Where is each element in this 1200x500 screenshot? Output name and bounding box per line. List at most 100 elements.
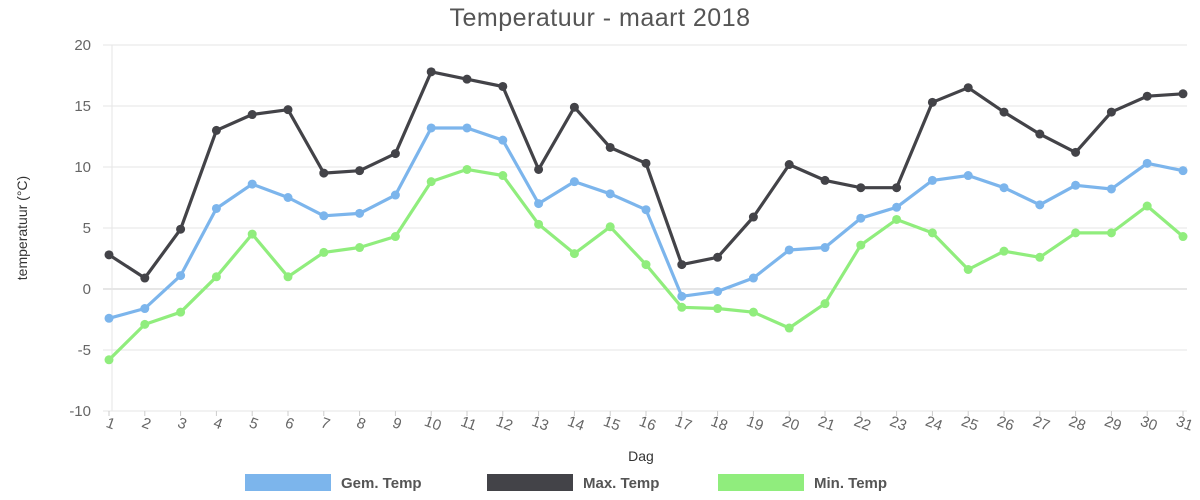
data-point[interactable] (856, 213, 866, 223)
legend-item[interactable]: Min. Temp (718, 474, 887, 492)
data-point[interactable] (211, 203, 221, 213)
data-point[interactable] (319, 247, 329, 257)
data-point[interactable] (426, 67, 436, 77)
data-point[interactable] (820, 175, 830, 185)
x-tick-label: 30 (1138, 413, 1159, 435)
data-point[interactable] (247, 179, 257, 189)
data-point[interactable] (1142, 91, 1152, 101)
data-point[interactable] (927, 228, 937, 238)
data-point[interactable] (319, 211, 329, 221)
data-point[interactable] (283, 193, 293, 202)
data-point[interactable] (856, 183, 866, 193)
data-point[interactable] (713, 286, 723, 296)
data-point[interactable] (1178, 166, 1188, 176)
data-point[interactable] (140, 304, 150, 314)
data-point[interactable] (462, 123, 472, 133)
data-point[interactable] (1178, 89, 1188, 99)
data-point[interactable] (1035, 129, 1045, 139)
data-point[interactable] (784, 323, 794, 333)
data-point[interactable] (820, 243, 830, 253)
data-point[interactable] (140, 319, 150, 329)
data-point[interactable] (390, 190, 400, 200)
data-point[interactable] (1035, 200, 1045, 210)
data-point[interactable] (713, 304, 723, 314)
data-point[interactable] (176, 224, 186, 234)
data-point[interactable] (892, 183, 902, 193)
data-point[interactable] (390, 232, 400, 242)
data-point[interactable] (641, 205, 651, 215)
data-point[interactable] (534, 164, 544, 174)
data-point[interactable] (247, 229, 257, 239)
y-tick-label: 10 (74, 159, 91, 176)
data-point[interactable] (498, 135, 508, 145)
data-point[interactable] (963, 171, 973, 181)
data-point[interactable] (462, 74, 472, 84)
data-point[interactable] (211, 272, 221, 282)
data-point[interactable] (319, 168, 329, 178)
data-point[interactable] (892, 214, 902, 224)
data-point[interactable] (605, 189, 615, 199)
data-point[interactable] (748, 273, 758, 283)
data-point[interactable] (677, 291, 687, 301)
data-point[interactable] (677, 302, 687, 312)
data-point[interactable] (1071, 228, 1081, 238)
data-point[interactable] (1035, 252, 1045, 262)
data-point[interactable] (892, 202, 902, 212)
data-point[interactable] (1071, 180, 1081, 190)
data-point[interactable] (176, 271, 186, 281)
data-point[interactable] (355, 166, 365, 176)
data-point[interactable] (641, 260, 651, 270)
data-point[interactable] (247, 110, 257, 120)
data-point[interactable] (1178, 232, 1188, 242)
data-point[interactable] (1106, 184, 1116, 194)
data-point[interactable] (641, 158, 651, 168)
data-point[interactable] (1106, 107, 1116, 117)
data-point[interactable] (999, 107, 1009, 117)
data-point[interactable] (498, 81, 508, 91)
data-point[interactable] (1071, 147, 1081, 157)
data-point[interactable] (176, 307, 186, 317)
x-tick-label: 5 (247, 414, 261, 433)
data-point[interactable] (104, 313, 114, 323)
data-point[interactable] (534, 199, 544, 209)
data-point[interactable] (283, 105, 293, 115)
data-point[interactable] (856, 240, 866, 250)
data-point[interactable] (569, 102, 579, 112)
legend-item[interactable]: Max. Temp (487, 474, 659, 492)
data-point[interactable] (677, 260, 687, 270)
data-point[interactable] (1106, 228, 1116, 238)
data-point[interactable] (283, 272, 293, 282)
data-point[interactable] (104, 250, 114, 260)
data-point[interactable] (355, 243, 365, 253)
series-1 (104, 123, 1188, 323)
data-point[interactable] (784, 160, 794, 170)
legend-item[interactable]: Gem. Temp (245, 474, 422, 492)
data-point[interactable] (1142, 158, 1152, 168)
data-point[interactable] (820, 299, 830, 309)
data-point[interactable] (390, 149, 400, 159)
data-point[interactable] (426, 123, 436, 133)
data-point[interactable] (999, 183, 1009, 193)
data-point[interactable] (605, 222, 615, 232)
data-point[interactable] (462, 164, 472, 174)
data-point[interactable] (748, 307, 758, 317)
data-point[interactable] (498, 171, 508, 181)
data-point[interactable] (211, 125, 221, 135)
data-point[interactable] (104, 355, 114, 365)
data-point[interactable] (605, 142, 615, 152)
data-point[interactable] (963, 264, 973, 274)
data-point[interactable] (927, 175, 937, 185)
data-point[interactable] (999, 246, 1009, 256)
data-point[interactable] (927, 97, 937, 107)
data-point[interactable] (784, 245, 794, 255)
data-point[interactable] (1142, 201, 1152, 211)
data-point[interactable] (963, 83, 973, 93)
data-point[interactable] (140, 273, 150, 283)
data-point[interactable] (713, 252, 723, 262)
data-point[interactable] (534, 219, 544, 229)
data-point[interactable] (426, 177, 436, 187)
data-point[interactable] (748, 212, 758, 222)
data-point[interactable] (569, 177, 579, 187)
data-point[interactable] (355, 208, 365, 218)
data-point[interactable] (569, 249, 579, 259)
